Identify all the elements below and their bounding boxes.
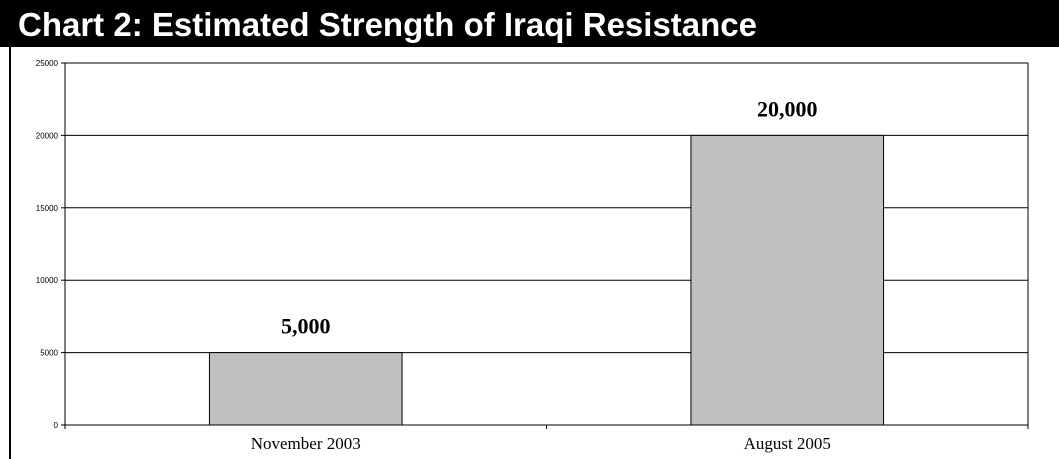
axes: 0 5000 10000 15000 20000 25000 bbox=[36, 59, 1029, 430]
bar-data-label: 5,000 bbox=[281, 314, 331, 339]
y-tick-label: 15000 bbox=[36, 204, 59, 213]
y-tick-label: 0 bbox=[54, 421, 59, 430]
x-category-label: August 2005 bbox=[744, 434, 831, 453]
bar bbox=[208, 352, 403, 426]
y-tick-label: 25000 bbox=[36, 59, 59, 68]
bar-data-label: 20,000 bbox=[757, 96, 818, 121]
left-border-rule bbox=[9, 47, 11, 459]
y-tick-label: 20000 bbox=[36, 131, 59, 140]
labels: 5,000 November 2003 20,000 August 2005 bbox=[251, 96, 831, 453]
chart-title: Chart 2: Estimated Strength of Iraqi Res… bbox=[0, 0, 1059, 47]
x-category-label: November 2003 bbox=[251, 434, 361, 453]
y-tick-label: 5000 bbox=[40, 349, 58, 358]
bars bbox=[208, 134, 885, 426]
bar bbox=[690, 134, 885, 426]
y-tick-label: 10000 bbox=[36, 276, 59, 285]
